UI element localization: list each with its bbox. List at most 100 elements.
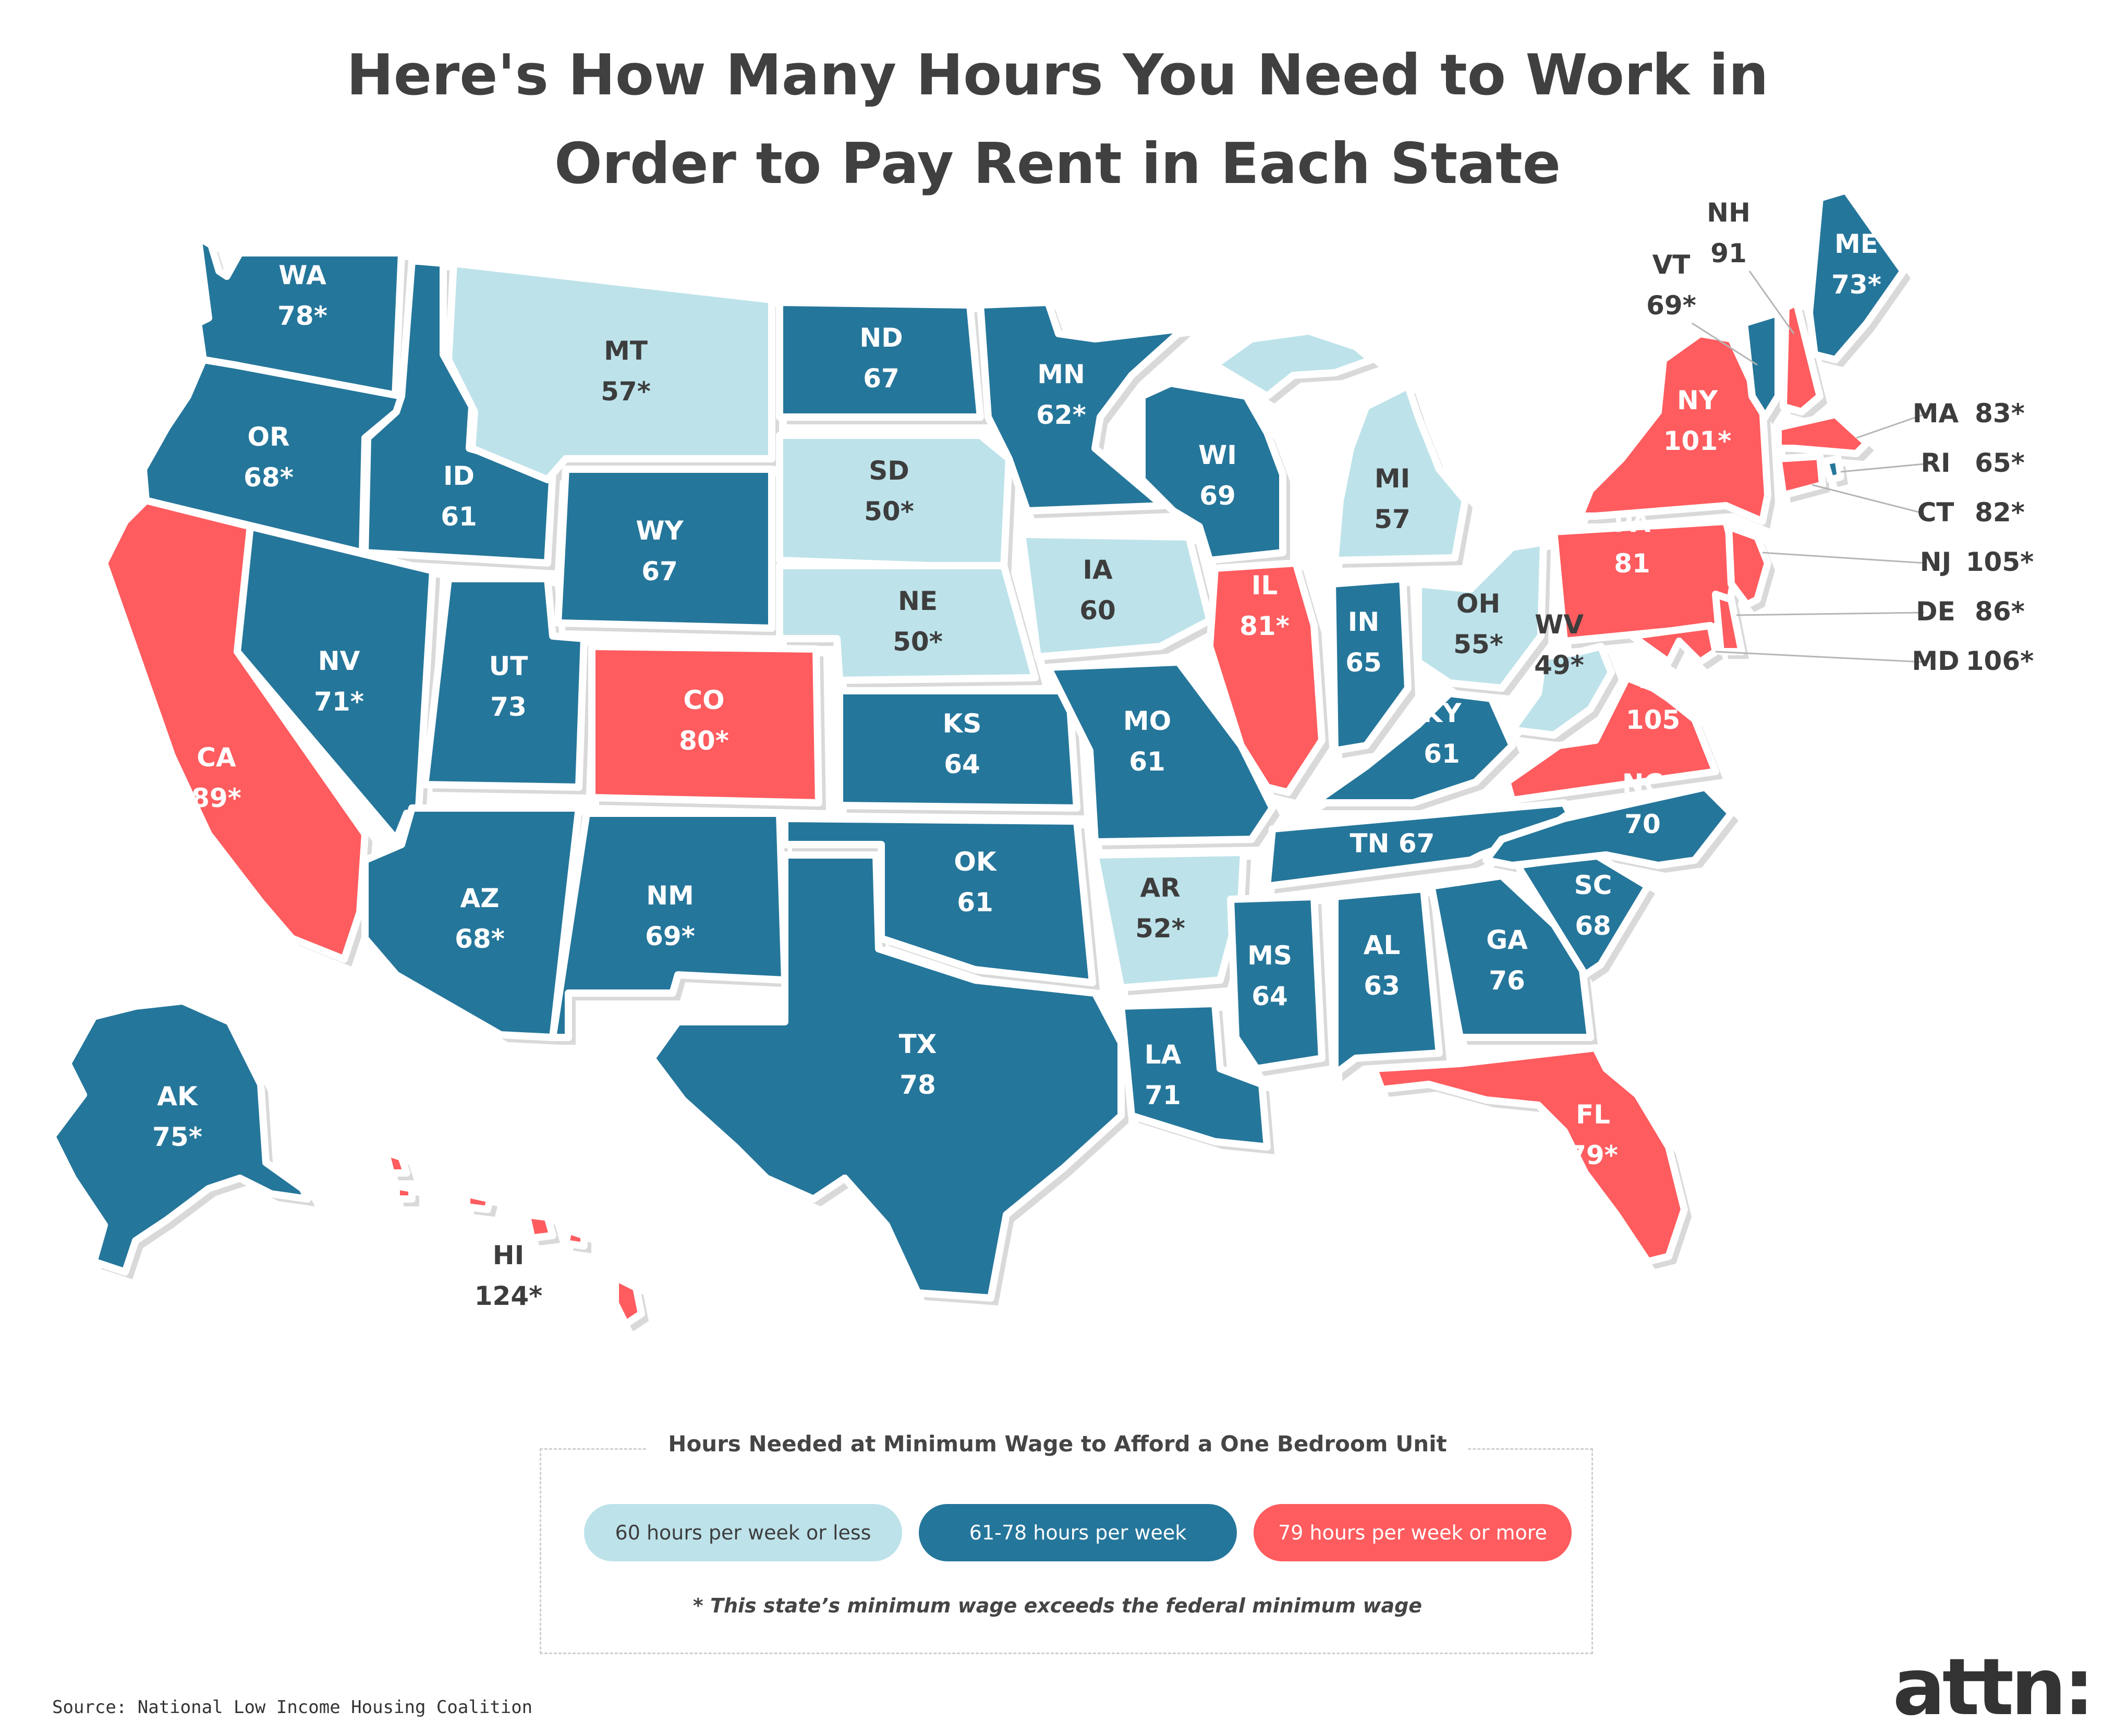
state-value-wv: 49* bbox=[1534, 650, 1584, 680]
state-code-wi: WI bbox=[1198, 440, 1237, 470]
leader-lines bbox=[1692, 271, 1925, 663]
state-code-nv: NV bbox=[318, 646, 360, 676]
state-nc bbox=[1482, 784, 1735, 869]
state-value-al: 63 bbox=[1364, 971, 1400, 1001]
state-value-va: 105 bbox=[1626, 705, 1680, 735]
state-value-ak: 75* bbox=[152, 1122, 202, 1152]
leader-line-ri bbox=[1840, 463, 1925, 473]
state-code-mo: MO bbox=[1123, 706, 1171, 736]
state-code-ny: NY bbox=[1677, 385, 1718, 415]
state-code-wv: WV bbox=[1535, 609, 1584, 640]
state-ny bbox=[1576, 330, 1771, 525]
state-ga bbox=[1428, 872, 1594, 1041]
state-value-nj: 105* bbox=[1966, 547, 2034, 577]
state-value-ri: 65* bbox=[1975, 448, 2025, 478]
state-value-mn: 62* bbox=[1036, 400, 1086, 430]
state-value-il: 81* bbox=[1239, 611, 1290, 641]
state-value-mo: 61 bbox=[1129, 747, 1165, 777]
state-value-co: 80* bbox=[679, 726, 729, 756]
state-code-va: VA bbox=[1634, 664, 1672, 694]
state-id bbox=[361, 257, 556, 567]
state-code-ky: KY bbox=[1423, 698, 1462, 728]
state-value-nd: 67 bbox=[863, 363, 900, 394]
state-code-nj: NJ bbox=[1920, 547, 1951, 577]
state-code-ut: UT bbox=[489, 651, 528, 681]
state-nj bbox=[1725, 523, 1771, 608]
state-value-wy: 67 bbox=[641, 556, 678, 586]
state-value-tx: 78 bbox=[900, 1070, 936, 1100]
state-ks bbox=[836, 687, 1080, 812]
leader-line-de bbox=[1736, 612, 1925, 616]
state-ak bbox=[48, 997, 311, 1276]
state-code-fl: FL bbox=[1576, 1099, 1610, 1130]
state-wi bbox=[1138, 380, 1286, 564]
state-ok bbox=[781, 815, 1096, 986]
state-labels: WA 78* OR 68* CA 89* ID 61 NV 71* MT 57* WY 67 UT 73 AZ 6… bbox=[152, 198, 2034, 1311]
leader-line-ma bbox=[1856, 413, 1925, 439]
state-value-pa: 81 bbox=[1614, 548, 1650, 579]
leader-line-md bbox=[1715, 651, 1925, 663]
state-label-tn: TN 67 bbox=[1350, 828, 1435, 859]
state-value-ky: 61 bbox=[1424, 739, 1460, 769]
state-value-me: 73* bbox=[1831, 270, 1881, 300]
state-nh bbox=[1780, 299, 1824, 415]
source-note: Source: National Low Income Housing Coal… bbox=[52, 1697, 533, 1718]
state-ct bbox=[1774, 453, 1826, 499]
state-code-nm: NM bbox=[646, 881, 694, 911]
state-ia bbox=[1018, 531, 1213, 661]
state-code-nh: NH bbox=[1707, 198, 1751, 228]
state-value-ok: 61 bbox=[957, 887, 993, 918]
state-co bbox=[588, 643, 822, 806]
attn-logo: attn: bbox=[1892, 1642, 2095, 1733]
state-value-ct: 82* bbox=[1975, 497, 2025, 528]
state-code-pa: PA bbox=[1614, 508, 1651, 538]
state-value-mi: 57 bbox=[1374, 504, 1411, 534]
state-wy bbox=[554, 466, 775, 632]
state-pa bbox=[1550, 518, 1740, 645]
legend-low: 60 hours per week or less bbox=[584, 1504, 902, 1561]
state-value-nh: 91 bbox=[1710, 238, 1747, 268]
legend-high: 79 hours per week or more bbox=[1254, 1504, 1572, 1561]
state-code-mn: MN bbox=[1037, 359, 1085, 389]
state-value-id: 61 bbox=[441, 502, 477, 532]
state-wa bbox=[195, 234, 405, 400]
state-nd bbox=[776, 299, 984, 421]
state-va bbox=[1503, 674, 1719, 804]
state-ms bbox=[1227, 893, 1326, 1072]
state-code-mi: MI bbox=[1375, 463, 1410, 494]
title-line-1: Here's How Many Hours You Need to Work i… bbox=[346, 43, 1769, 108]
state-code-co: CO bbox=[683, 685, 724, 715]
state-value-ny: 101* bbox=[1663, 426, 1732, 456]
state-mt bbox=[445, 260, 775, 483]
state-de bbox=[1712, 591, 1745, 655]
state-code-de: DE bbox=[1916, 596, 1955, 627]
state-mo bbox=[1044, 658, 1276, 846]
state-sd bbox=[776, 432, 1013, 572]
state-code-ct: CT bbox=[1917, 497, 1954, 528]
state-value-oh: 55* bbox=[1453, 629, 1503, 659]
state-code-nc: NC bbox=[1622, 768, 1663, 799]
state-value-nm: 69* bbox=[645, 921, 695, 951]
leader-line-nh bbox=[1748, 271, 1795, 334]
state-oh bbox=[1415, 539, 1547, 692]
state-code-tx: TX bbox=[899, 1029, 937, 1059]
legend-footnote: * This state’s minimum wage exceeds the … bbox=[692, 1594, 1423, 1617]
state-code-sd: SD bbox=[869, 456, 909, 486]
state-code-ne: NE bbox=[898, 586, 938, 616]
legend-mid: 61-78 hours per week bbox=[919, 1504, 1237, 1561]
state-value-in: 65 bbox=[1345, 647, 1382, 678]
legend-title: Hours Needed at Minimum Wage to Afford a… bbox=[0, 1431, 2115, 1457]
state-code-ar: AR bbox=[1140, 873, 1180, 903]
state-tx bbox=[648, 851, 1125, 1302]
state-value-or: 68* bbox=[244, 462, 294, 493]
state-az bbox=[361, 804, 582, 1041]
state-ky bbox=[1310, 690, 1516, 806]
state-value-ne: 50* bbox=[893, 627, 943, 657]
state-mi bbox=[1211, 327, 1469, 564]
state-code-ia: IA bbox=[1083, 555, 1113, 585]
state-value-fl: 79* bbox=[1568, 1140, 1618, 1170]
state-value-nc: 70 bbox=[1624, 809, 1661, 839]
state-value-az: 68* bbox=[455, 924, 505, 954]
state-value-ks: 64 bbox=[944, 749, 980, 779]
state-code-mt: MT bbox=[604, 336, 648, 366]
